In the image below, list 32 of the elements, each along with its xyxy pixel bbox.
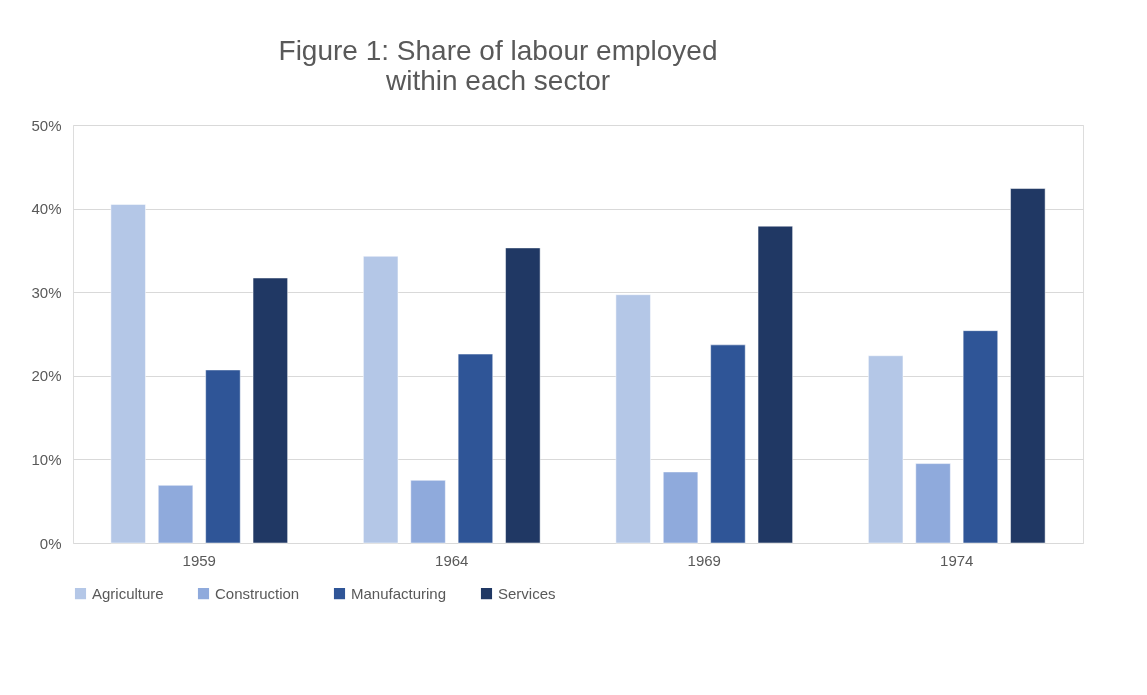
bar	[615, 294, 651, 544]
legend-label: Services	[498, 584, 556, 602]
bar	[663, 471, 699, 544]
y-tick-label: 50%	[31, 116, 62, 134]
bar	[962, 330, 998, 544]
y-tick-label: 0%	[39, 534, 62, 552]
x-tick-label: 1969	[687, 551, 721, 569]
bar	[757, 225, 793, 544]
bar	[410, 480, 446, 544]
y-tick-label: 10%	[31, 450, 62, 468]
x-tick-label: 1959	[182, 551, 216, 569]
bar	[868, 355, 904, 544]
bar	[110, 204, 146, 544]
bar	[710, 344, 746, 544]
y-tick-label: 20%	[31, 367, 62, 385]
x-tick-label: 1964	[435, 551, 469, 569]
y-tick-label: 40%	[31, 200, 62, 218]
bar	[915, 463, 951, 544]
legend-label: Agriculture	[92, 584, 164, 602]
bar	[363, 256, 399, 544]
x-tick-label: 1974	[940, 551, 974, 569]
y-tick-label: 30%	[31, 283, 62, 301]
bar	[205, 369, 241, 544]
legend-label: Manufacturing	[351, 584, 447, 602]
bar	[1010, 188, 1046, 544]
text: Figure 1: Share of labour employed	[278, 35, 718, 66]
legend-label: Construction	[215, 584, 300, 602]
bar	[252, 277, 288, 544]
bar	[158, 485, 194, 544]
bar	[505, 247, 541, 544]
text: within each sector	[385, 65, 611, 96]
bar	[457, 353, 493, 544]
